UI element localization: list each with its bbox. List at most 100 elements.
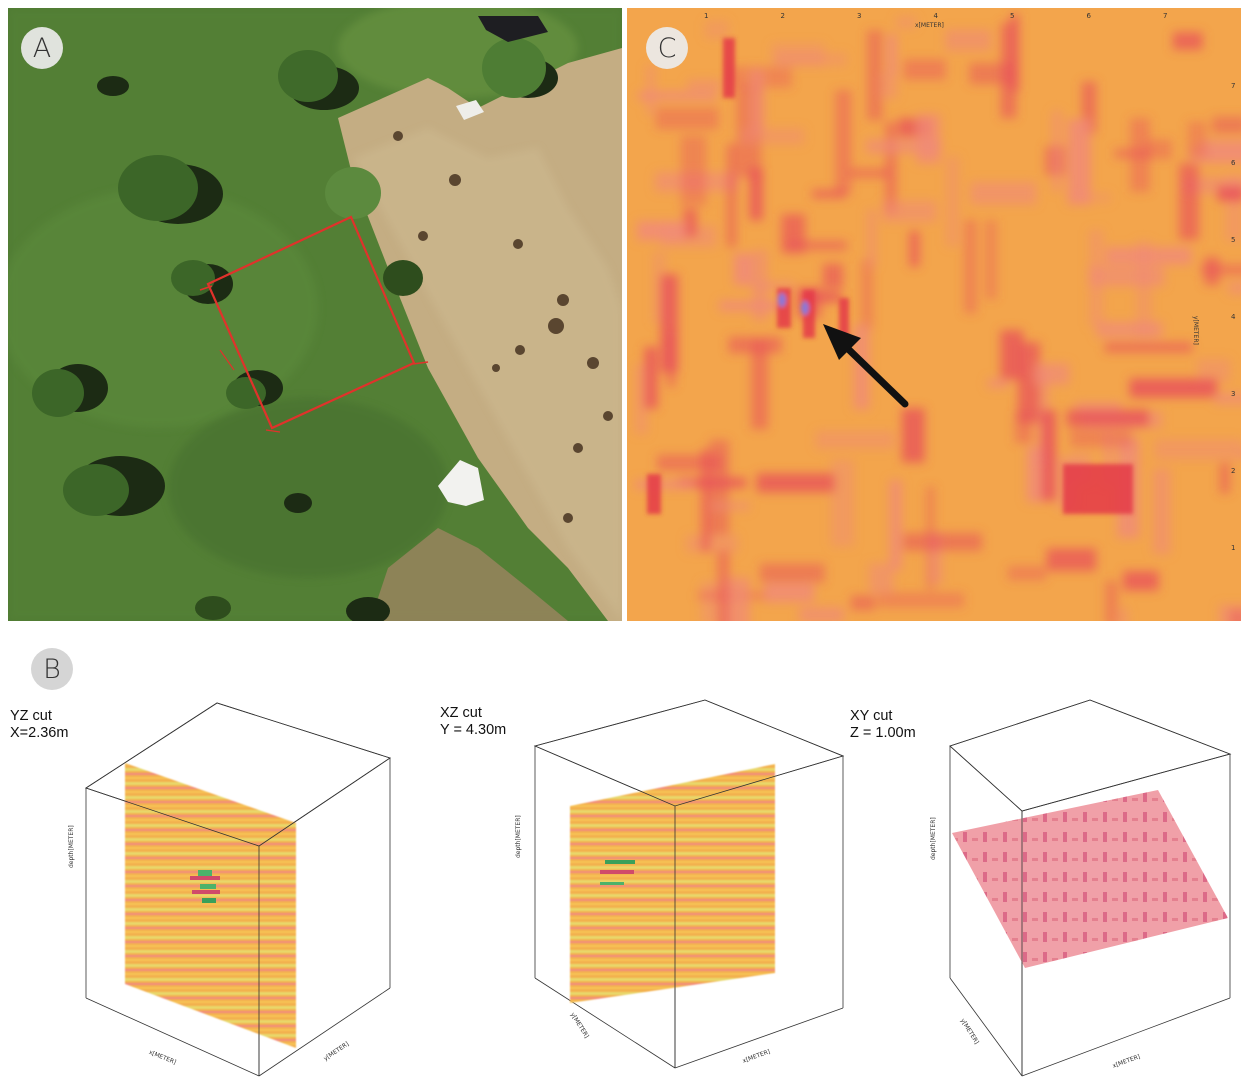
radar-reflection bbox=[1088, 266, 1165, 287]
radar-reflection bbox=[1146, 139, 1172, 160]
panel-b-badge: B bbox=[31, 648, 73, 690]
radar-reflection bbox=[1212, 116, 1241, 134]
radar-reflection bbox=[726, 144, 737, 248]
radar-reflection bbox=[970, 181, 1037, 205]
radar-reflection bbox=[680, 135, 707, 206]
radar-reflection bbox=[946, 156, 960, 247]
radar-reflection bbox=[687, 80, 721, 90]
radar-reflection bbox=[1104, 342, 1193, 353]
c-y-tick-label: 4 bbox=[1231, 313, 1236, 321]
panel-c-badge: C bbox=[646, 27, 688, 69]
radar-reflection bbox=[754, 281, 794, 290]
radar-reflection bbox=[1225, 175, 1241, 242]
radar-reflection bbox=[749, 168, 763, 221]
xy-cut-value: Z = 1.00m bbox=[850, 725, 916, 741]
c-y-tick-label: 5 bbox=[1231, 236, 1235, 244]
radar-reflection bbox=[861, 259, 873, 330]
radar-reflection bbox=[812, 190, 846, 198]
radar-reflection bbox=[835, 90, 852, 194]
radar-reflection bbox=[945, 29, 991, 51]
radar-reflection bbox=[815, 430, 895, 449]
radar-reflection bbox=[822, 263, 843, 289]
radar-reflection bbox=[1000, 22, 1017, 119]
radar-reflection bbox=[1118, 608, 1129, 621]
c-x-tick-label: 1 bbox=[704, 12, 708, 20]
radar-anomaly-core bbox=[778, 293, 786, 307]
yz-cut-title: YZ cut X=2.36m bbox=[10, 708, 68, 742]
radar-reflection bbox=[1105, 580, 1118, 621]
radar-reflection bbox=[634, 363, 648, 434]
radar-reflection bbox=[1017, 342, 1040, 423]
radar-reflection bbox=[1214, 393, 1241, 404]
radar-reflection bbox=[909, 230, 920, 267]
radar-reflection bbox=[881, 200, 937, 223]
c-x-tick-label: 3 bbox=[857, 12, 861, 20]
radar-reflection bbox=[1052, 111, 1062, 192]
radar-reflection bbox=[987, 378, 1009, 388]
radar-cuts-panel: B YZ cut X=2.36m XZ cut Y = 4.30m XY cut… bbox=[0, 628, 1241, 1079]
radar-reflection bbox=[896, 16, 917, 29]
radar-reflection bbox=[787, 241, 847, 251]
radar-reflection bbox=[1034, 363, 1070, 385]
radar-reflection bbox=[1201, 264, 1241, 276]
yz-cut-slice bbox=[125, 763, 296, 1048]
radar-reflection bbox=[1135, 240, 1152, 339]
xz-cut-value: Y = 4.30m bbox=[440, 722, 507, 738]
radar-reflection bbox=[885, 122, 897, 214]
radar-reflection bbox=[704, 20, 729, 39]
cut-cubes bbox=[85, 699, 1232, 1077]
anomaly-arrow bbox=[823, 324, 909, 408]
radar-reflection bbox=[760, 563, 825, 583]
xz-cut-title: XZ cut Y = 4.30m bbox=[440, 705, 506, 739]
radar-reflection bbox=[709, 439, 729, 536]
xy-cut-name: XY cut bbox=[850, 708, 893, 724]
panel-b-label: B bbox=[43, 653, 61, 685]
c-x-axis-label: x[METER] bbox=[915, 22, 944, 29]
radar-anomaly-core bbox=[801, 301, 809, 315]
radar-reflection bbox=[1228, 282, 1241, 295]
radar-reflection bbox=[903, 59, 946, 80]
radar-reflection bbox=[902, 533, 982, 551]
radar-reflection bbox=[1154, 439, 1241, 460]
radar-reflection bbox=[1123, 571, 1159, 591]
radar-reflection bbox=[764, 583, 815, 603]
excavation-pits bbox=[393, 131, 613, 523]
xy-cut-slice bbox=[952, 790, 1228, 968]
radar-reflection bbox=[756, 473, 835, 493]
radar-reflection bbox=[1041, 409, 1056, 501]
aerial-photo-panel: A bbox=[8, 8, 622, 621]
radar-reflection bbox=[1000, 330, 1024, 380]
radar-reflection bbox=[916, 114, 941, 164]
radar-reflection bbox=[849, 168, 890, 178]
c-y-tick-label: 3 bbox=[1231, 390, 1235, 398]
radar-reflection bbox=[853, 324, 870, 410]
radar-reflection bbox=[1172, 32, 1203, 50]
radar-reflection bbox=[710, 501, 750, 511]
c-y-axis-label: y[METER] bbox=[1192, 316, 1199, 345]
survey-area-outline bbox=[206, 215, 416, 430]
c-x-tick-label: 6 bbox=[1087, 12, 1092, 20]
panel-a-badge: A bbox=[21, 27, 63, 69]
radar-reflection bbox=[749, 68, 765, 133]
radar-reflection bbox=[889, 479, 902, 570]
radar-reflection bbox=[637, 221, 686, 241]
radar-reflection bbox=[733, 253, 753, 286]
radar-reflection bbox=[1070, 428, 1132, 448]
c-x-tick-label: 4 bbox=[934, 12, 939, 20]
radar-strong-reflection bbox=[1063, 464, 1133, 514]
radar-reflection bbox=[700, 581, 721, 621]
c-x-tick-label: 7 bbox=[1163, 12, 1167, 20]
radar-reflection bbox=[719, 300, 784, 311]
panel-c-label: C bbox=[657, 32, 677, 64]
yz-depth-label: depth[METER] bbox=[68, 825, 75, 868]
radar-reflection bbox=[1066, 409, 1149, 427]
c-x-tick-label: 2 bbox=[781, 12, 785, 20]
radar-reflection bbox=[880, 73, 898, 99]
radar-reflection bbox=[1179, 163, 1199, 240]
radar-reflection bbox=[901, 408, 925, 463]
radar-reflection bbox=[1114, 148, 1151, 159]
radar-reflection bbox=[644, 347, 658, 409]
radar-strong-reflection bbox=[723, 38, 735, 98]
radar-reflection bbox=[887, 34, 897, 76]
c-y-tick-label: 7 bbox=[1231, 82, 1235, 90]
